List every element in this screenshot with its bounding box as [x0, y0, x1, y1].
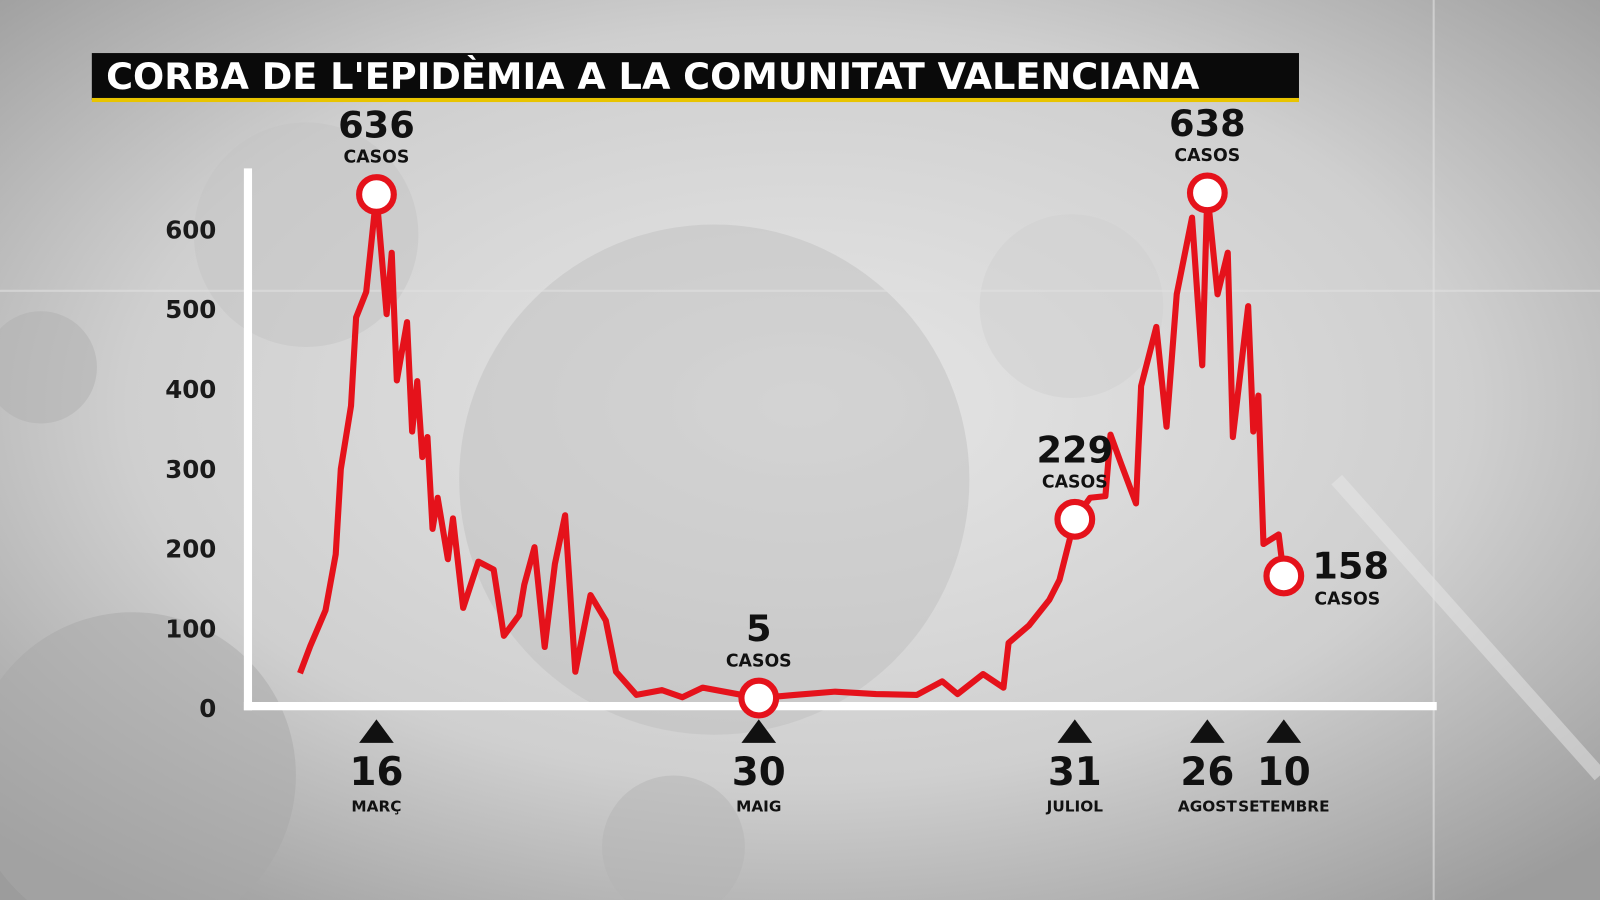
title-bar	[91, 53, 1299, 100]
highlight-value: 636	[338, 104, 415, 147]
highlight-point	[1263, 555, 1305, 597]
y-tick-label: 100	[165, 614, 216, 643]
y-tick-label: 400	[165, 375, 216, 404]
x-tick-mark	[359, 719, 394, 743]
y-tick-label: 500	[165, 295, 216, 324]
highlight-note: CASOS	[1174, 146, 1240, 166]
x-tick-label: 26	[1180, 750, 1234, 795]
y-tick-label: 200	[165, 535, 216, 564]
highlight-note: CASOS	[344, 148, 410, 168]
x-tick-label: 30	[732, 750, 786, 795]
highlight-note: CASOS	[726, 651, 792, 671]
x-tick-mark	[1190, 719, 1225, 743]
x-tick-month: AGOST	[1178, 798, 1237, 816]
highlight-value: 158	[1312, 544, 1389, 587]
y-tick-label: 600	[165, 215, 216, 244]
highlight-point	[1186, 172, 1228, 214]
x-tick-mark	[741, 719, 777, 743]
axes	[243, 168, 1437, 711]
y-tick-label: 0	[199, 694, 216, 723]
x-tick-label: 31	[1048, 750, 1102, 795]
x-tick-month: SETEMBRE	[1238, 798, 1329, 816]
highlight-value: 5	[746, 607, 772, 650]
highlight-note: CASOS	[1042, 473, 1108, 493]
highlight-point	[738, 677, 780, 719]
x-tick-label: 10	[1257, 750, 1311, 795]
x-tick-month: JULIOL	[1046, 798, 1104, 816]
x-tick-mark	[1266, 719, 1302, 743]
x-tick-mark	[1057, 719, 1093, 743]
y-tick-label: 300	[165, 455, 216, 484]
highlight-point	[356, 174, 397, 215]
chart-title: CORBA DE L'EPIDÈMIA A LA COMUNITAT VALEN…	[106, 54, 1200, 98]
x-tick-month: MAIG	[736, 798, 781, 816]
highlight-value: 638	[1169, 102, 1246, 145]
x-tick-month: MARÇ	[351, 798, 401, 816]
title-underline	[91, 97, 1299, 103]
highlight-point	[1054, 498, 1096, 540]
highlight-value: 229	[1036, 428, 1113, 471]
highlight-note: CASOS	[1314, 589, 1380, 609]
x-tick-label: 16	[349, 750, 403, 795]
data-line	[297, 189, 1287, 702]
